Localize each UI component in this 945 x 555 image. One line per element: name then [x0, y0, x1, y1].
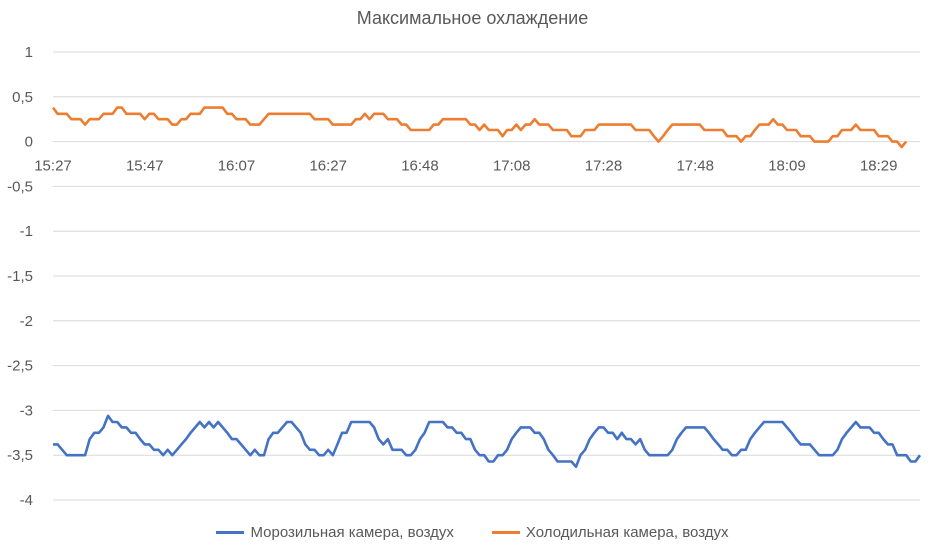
x-tick-label: 15:47 [126, 158, 164, 175]
y-tick-label: -1 [20, 223, 33, 240]
x-tick-label: 16:07 [218, 158, 256, 175]
plot-area: 1 0,5 0 -0,5 -1 -1,5 -2 -2,5 -3 -3,5 -4 15:27 15:47 1… [7, 44, 922, 509]
legend-item-freezer: Морозильная камера, воздух [216, 524, 454, 541]
x-tick-label: 17:28 [585, 158, 623, 175]
series-line-fridge [51, 106, 908, 149]
y-tick-label: -2,5 [7, 358, 33, 375]
x-tick-label: 17:08 [493, 158, 531, 175]
y-tick-label: -3,5 [7, 447, 33, 464]
series-line-freezer [53, 414, 922, 469]
y-tick-label: 1 [25, 44, 33, 61]
chart-title: Максимальное охлаждение [356, 8, 589, 28]
x-tick-label: 15:27 [34, 158, 72, 175]
legend-item-fridge: Холодильная камера, воздух [491, 524, 729, 541]
y-tick-label: -4 [20, 492, 33, 509]
x-tick-label: 18:29 [860, 158, 898, 175]
x-tick-label: 16:48 [401, 158, 439, 175]
x-tick-label: 16:27 [309, 158, 347, 175]
legend-swatch-freezer [216, 531, 245, 534]
legend-swatch-fridge [491, 531, 520, 534]
y-tick-label: -3 [20, 402, 33, 419]
y-tick-label: 0,5 [12, 89, 33, 106]
y-tick-label: -2 [20, 313, 33, 330]
y-tick-label: 0 [25, 134, 33, 151]
x-tick-label: 18:09 [768, 158, 806, 175]
y-tick-label: -1,5 [7, 268, 33, 285]
y-tick-label: -0,5 [7, 178, 33, 195]
x-tick-label: 17:48 [676, 158, 714, 175]
legend: Морозильная камера, воздух Холодильная к… [0, 524, 945, 541]
legend-label-fridge: Холодильная камера, воздух [525, 524, 729, 541]
legend-label-freezer: Морозильная камера, воздух [250, 524, 454, 541]
